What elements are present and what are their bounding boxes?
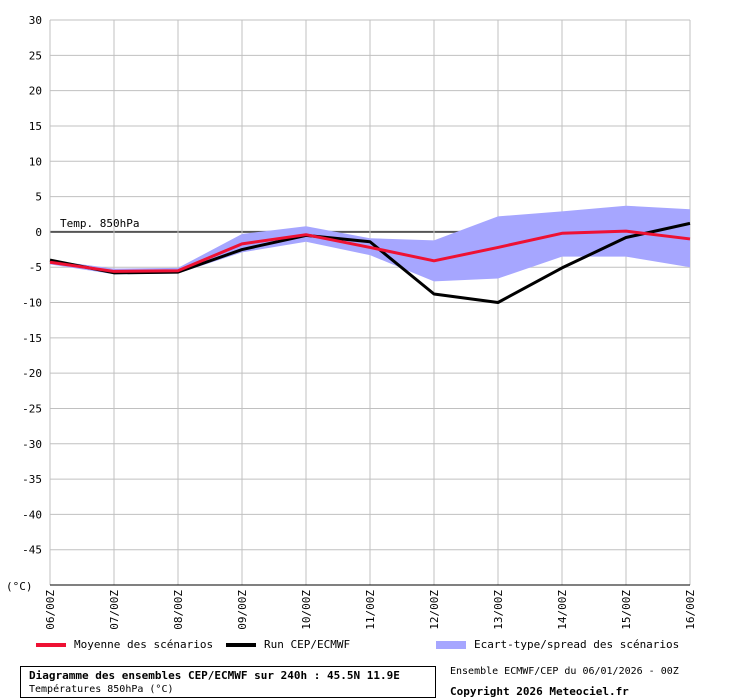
legend-run-swatch — [226, 642, 256, 647]
x-tick-label: 15/00Z — [620, 590, 633, 630]
y-tick-label: 15 — [29, 120, 42, 133]
mean-series-line — [49, 229, 691, 273]
x-tick-label: 10/00Z — [300, 590, 313, 630]
chart-title-box: Diagramme des ensembles CEP/ECMWF sur 24… — [20, 666, 436, 698]
y-tick-label: -45 — [22, 544, 42, 557]
x-tick-label: 08/00Z — [172, 590, 185, 630]
y-axis-unit: (°C) — [6, 580, 33, 593]
y-tick-label: -35 — [22, 473, 42, 486]
y-tick-labels: 30 25 20 15 10 5 0 -5 -10 -15 -20 -25 -30 -35 -40 -45 — [22, 14, 42, 557]
legend-mean: Moyenne des scénarios — [36, 638, 213, 651]
x-tick-label: 14/00Z — [556, 590, 569, 630]
x-tick-label: 06/00Z — [44, 590, 57, 630]
x-tick-label: 16/00Z — [684, 590, 697, 630]
legend-spread: Ecart-type/spread des scénarios — [436, 638, 679, 651]
run-info: Ensemble ECMWF/CEP du 06/01/2026 - 00Z — [450, 666, 679, 677]
y-tick-label: -40 — [22, 508, 42, 521]
y-tick-label: 5 — [35, 191, 42, 204]
x-tick-label: 07/00Z — [108, 590, 121, 630]
grid-lines — [49, 19, 691, 586]
x-tick-label: 12/00Z — [428, 590, 441, 630]
y-tick-label: -25 — [22, 402, 42, 415]
x-tick-label: 13/00Z — [492, 590, 505, 630]
y-tick-label: 30 — [29, 14, 42, 27]
y-tick-label: 25 — [29, 49, 42, 62]
copyright: Copyright 2026 Meteociel.fr — [450, 685, 629, 698]
legend-run-label: Run CEP/ECMWF — [264, 638, 351, 651]
y-tick-label: -10 — [22, 297, 42, 310]
x-tick-labels: 06/00Z 07/00Z 08/00Z 09/00Z 10/00Z 11/00Z 12/0… — [44, 590, 697, 630]
y-tick-label: -5 — [29, 261, 42, 274]
x-tick-label: 09/00Z — [236, 590, 249, 630]
x-tick-label: 11/00Z — [364, 590, 377, 630]
chart-title: Diagramme des ensembles CEP/ECMWF sur 24… — [29, 669, 400, 682]
y-tick-label: 10 — [29, 155, 42, 168]
legend-mean-label: Moyenne des scénarios — [74, 638, 214, 651]
legend-spread-swatch — [436, 640, 466, 649]
temp-850-annotation: Temp. 850hPa — [60, 217, 139, 230]
y-tick-label: -15 — [22, 332, 42, 345]
ensemble-chart: 30 25 20 15 10 5 0 -5 -10 -15 -20 -25 -30 -35 -40 -45 0… — [6, 14, 697, 630]
chart-subtitle: Températures 850hPa (°C) — [29, 684, 174, 695]
series-lines — [49, 221, 691, 304]
legend-spread-label: Ecart-type/spread des scénarios — [474, 638, 680, 651]
y-tick-label: 0 — [35, 226, 42, 239]
y-tick-label: -30 — [22, 438, 42, 451]
y-tick-label: 20 — [29, 85, 42, 98]
legend-mean-swatch — [36, 642, 66, 647]
y-tick-label: -20 — [22, 367, 42, 380]
legend-run: Run CEP/ECMWF — [226, 638, 350, 651]
